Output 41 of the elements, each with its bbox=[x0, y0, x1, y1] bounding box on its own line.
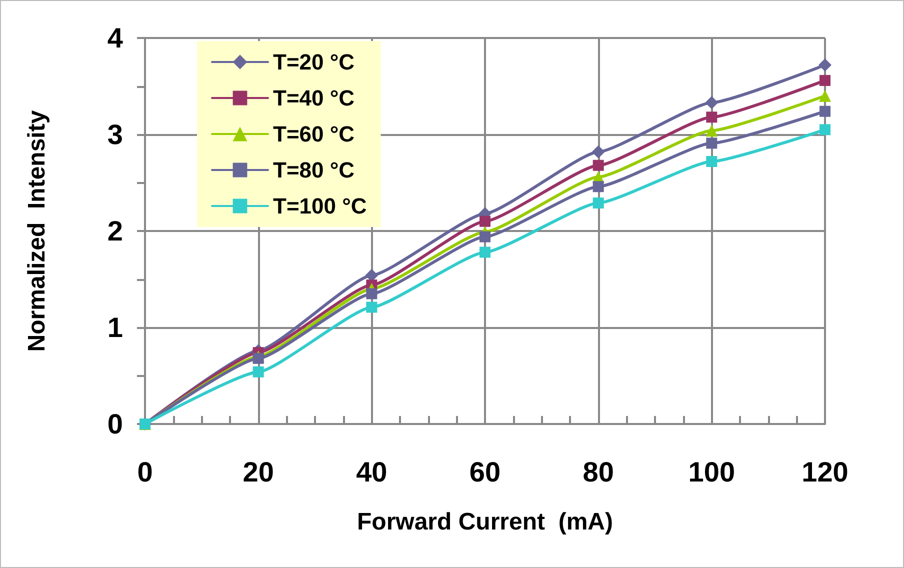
y-tick-label: 2 bbox=[107, 216, 123, 246]
point bbox=[706, 156, 718, 168]
x-tick-label: 80 bbox=[582, 456, 614, 488]
point bbox=[480, 216, 490, 227]
point bbox=[252, 366, 264, 378]
y-tick-label: 4 bbox=[107, 22, 124, 54]
point bbox=[706, 112, 718, 123]
point bbox=[820, 124, 830, 136]
legend-label: T=20 °C bbox=[273, 50, 355, 74]
y-tick-label: 3 bbox=[107, 119, 123, 150]
point bbox=[592, 198, 604, 209]
legend-label: T=60 °C bbox=[273, 122, 355, 146]
x-tick-label: 20 bbox=[242, 456, 274, 488]
point bbox=[480, 246, 490, 258]
legend-label: T=40 °C bbox=[273, 86, 355, 110]
point bbox=[820, 74, 830, 86]
x-tick-label: 120 bbox=[802, 456, 848, 488]
point bbox=[706, 124, 718, 137]
y-tick-label: 0 bbox=[107, 408, 123, 440]
point bbox=[818, 58, 832, 72]
x-tick-label: 60 bbox=[469, 456, 501, 488]
legend-label: T=100 °C bbox=[273, 194, 367, 218]
point bbox=[706, 138, 718, 149]
x-axis-title: Forward Current (mA) bbox=[356, 508, 614, 536]
point bbox=[592, 181, 604, 192]
point bbox=[366, 288, 378, 300]
y-axis-title: Normalized Intensity bbox=[24, 110, 50, 352]
x-tick-label: 100 bbox=[688, 456, 736, 488]
point bbox=[705, 96, 718, 110]
point bbox=[592, 145, 605, 158]
x-tick-label: 40 bbox=[356, 456, 388, 488]
y-tick-label: 1 bbox=[107, 312, 123, 343]
point bbox=[366, 302, 378, 313]
point bbox=[252, 352, 264, 364]
point bbox=[480, 231, 490, 242]
point bbox=[365, 268, 378, 282]
point bbox=[819, 90, 831, 102]
point bbox=[592, 160, 604, 171]
x-tick-label: 0 bbox=[137, 456, 153, 488]
point bbox=[820, 106, 830, 117]
legend-label: T=80 °C bbox=[273, 158, 355, 182]
